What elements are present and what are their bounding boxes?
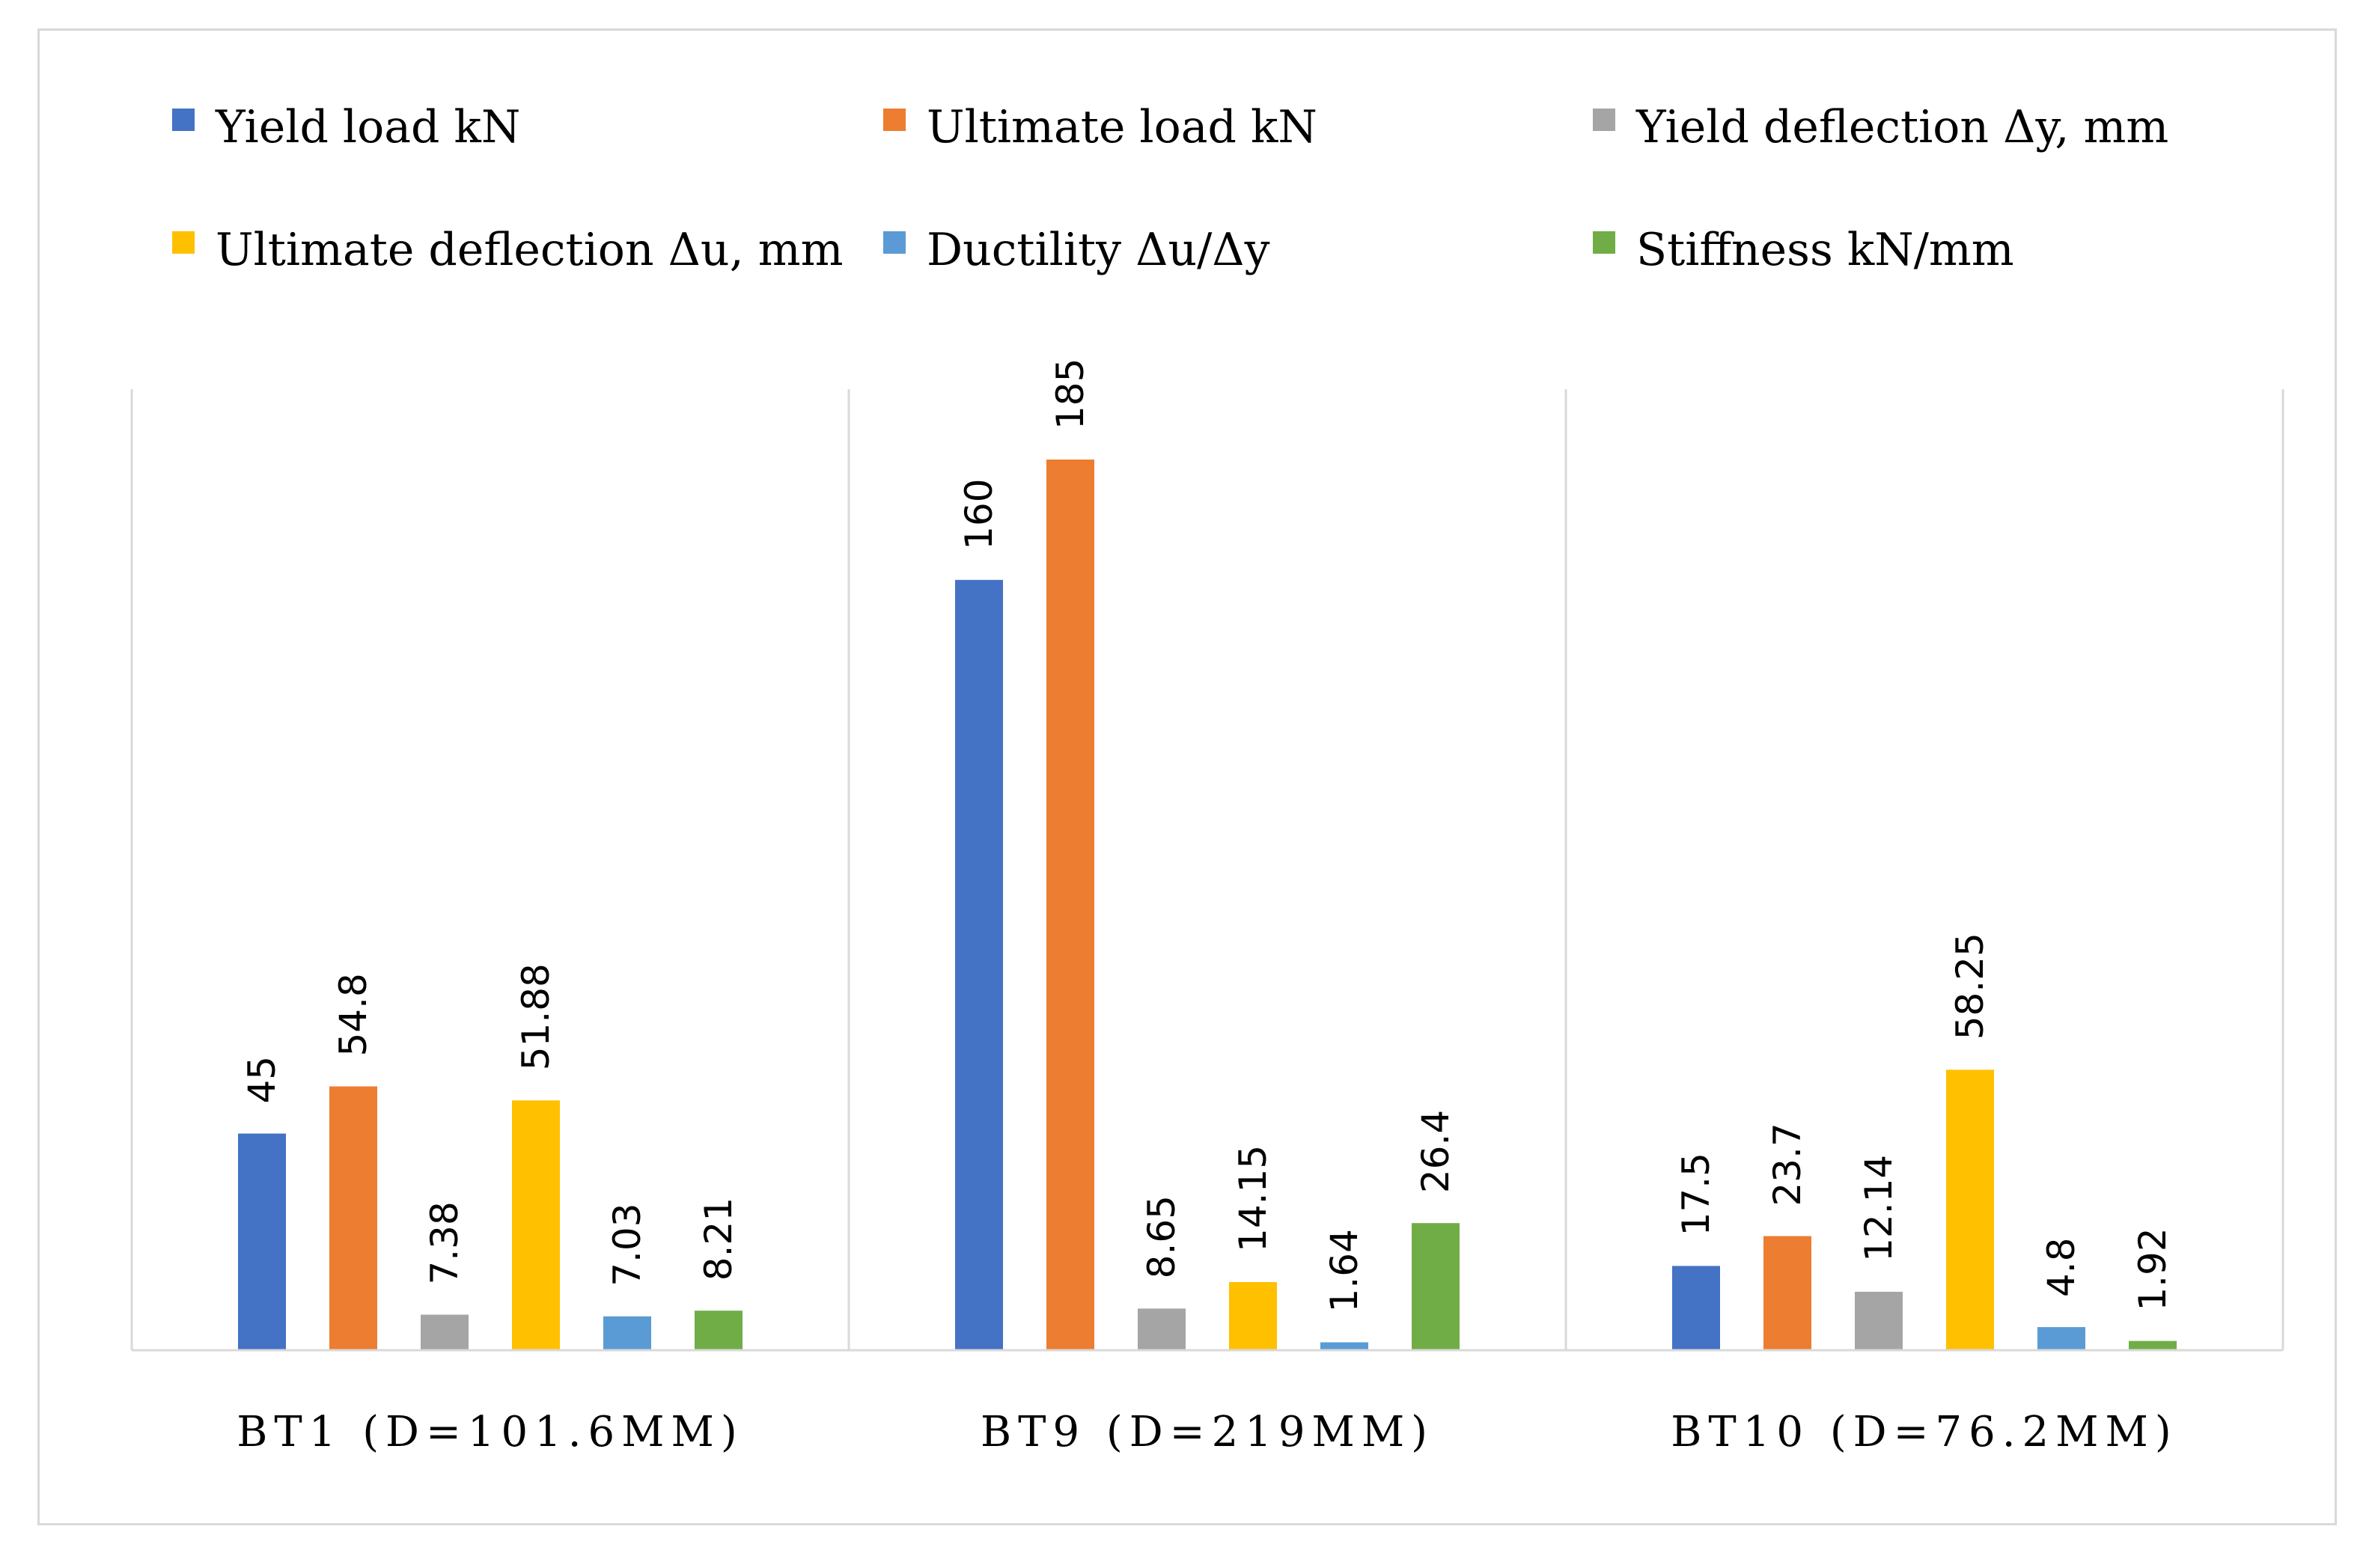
bar-ductility-u-y-bt10-d-76-2mm[interactable]: [2037, 1327, 2085, 1350]
data-label: 26.4: [1414, 1110, 1457, 1193]
data-label: 185: [1049, 359, 1092, 430]
legend-swatch: [172, 109, 195, 131]
legend-swatch: [1593, 109, 1615, 131]
bar-ultimate-deflection-u-mm-bt9-d-219mm[interactable]: [1229, 1281, 1277, 1350]
data-label: 4.8: [2040, 1238, 2083, 1298]
data-label: 1.64: [1323, 1229, 1366, 1312]
bars: [238, 460, 2177, 1350]
legend-swatch: [883, 231, 906, 254]
category-label-bt9-d-219mm: BT9 (D=219MM): [981, 1408, 1434, 1456]
bar-yield-deflection-y-mm-bt1-d-101-6mm[interactable]: [421, 1314, 469, 1350]
legend-item-ultimate-load-kn[interactable]: Ultimate load kN: [883, 101, 1317, 153]
data-label: 12.14: [1857, 1155, 1900, 1262]
category-label-bt10-d-76-2mm: BT10 (D=76.2MM): [1671, 1408, 2177, 1456]
data-label: 17.5: [1674, 1153, 1718, 1236]
legend-item-ductility-u-y[interactable]: Ductility Δu/Δy: [883, 224, 1270, 276]
legend-swatch: [883, 109, 906, 131]
bar-yield-deflection-y-mm-bt9-d-219mm[interactable]: [1138, 1308, 1186, 1350]
data-label: 14.15: [1231, 1145, 1275, 1252]
legend-item-yield-deflection-y-mm[interactable]: Yield deflection Δy, mm: [1593, 101, 2168, 153]
bar-ductility-u-y-bt1-d-101-6mm[interactable]: [603, 1316, 651, 1350]
legend-swatch: [172, 231, 195, 254]
bar-ultimate-load-kn-bt1-d-101-6mm[interactable]: [329, 1086, 377, 1350]
bar-stiffness-kn-mm-bt1-d-101-6mm[interactable]: [695, 1311, 743, 1350]
bar-yield-load-kn-bt1-d-101-6mm[interactable]: [238, 1133, 286, 1350]
data-label: 58.25: [1948, 933, 1992, 1040]
data-label: 23.7: [1766, 1123, 1809, 1206]
legend-label: Ultimate deflection Δu, mm: [216, 224, 844, 276]
data-label: 51.88: [514, 963, 558, 1070]
bar-yield-load-kn-bt9-d-219mm[interactable]: [955, 579, 1003, 1350]
category-separators: [130, 389, 2284, 1350]
x-axis: BT1 (D=101.6MM) BT9 (D=219MM) BT10 (D=76.2…: [132, 1349, 2283, 1456]
legend-item-stiffness-kn-mm[interactable]: Stiffness kN/mm: [1593, 224, 2014, 276]
bar-ultimate-deflection-u-mm-bt1-d-101-6mm[interactable]: [512, 1100, 560, 1350]
bar-ultimate-load-kn-bt10-d-76-2mm[interactable]: [1763, 1236, 1811, 1350]
legend-label: Yield load kN: [215, 101, 520, 153]
data-label: 8.65: [1140, 1195, 1183, 1278]
category-label-bt1-d-101-6mm: BT1 (D=101.6MM): [237, 1408, 743, 1456]
value-labels: 45 54.8 7.38 51.88 7.03 8.21 160 185 8.65 14.15 1.…: [240, 359, 2174, 1313]
legend: Yield load kN Ultimate load kN Yield defle…: [172, 101, 2168, 276]
bar-ultimate-load-kn-bt9-d-219mm[interactable]: [1046, 460, 1094, 1350]
legend-item-yield-load-kn[interactable]: Yield load kN: [172, 101, 520, 153]
legend-label: Ultimate load kN: [927, 101, 1317, 153]
legend-label: Ductility Δu/Δy: [927, 224, 1270, 276]
data-label: 7.38: [423, 1201, 466, 1284]
bar-ductility-u-y-bt9-d-219mm[interactable]: [1320, 1342, 1368, 1350]
legend-label: Stiffness kN/mm: [1636, 224, 2014, 276]
bar-stiffness-kn-mm-bt9-d-219mm[interactable]: [1412, 1223, 1460, 1350]
legend-item-ultimate-deflection-u-mm[interactable]: Ultimate deflection Δu, mm: [172, 224, 844, 276]
data-label: 45: [240, 1056, 284, 1104]
legend-swatch: [1593, 231, 1615, 254]
data-label: 7.03: [606, 1203, 649, 1286]
data-label: 160: [957, 478, 1001, 549]
data-label: 8.21: [697, 1198, 740, 1281]
bar-ultimate-deflection-u-mm-bt10-d-76-2mm[interactable]: [1946, 1070, 1994, 1350]
legend-label: Yield deflection Δy, mm: [1635, 101, 2168, 153]
data-label: 54.8: [332, 973, 375, 1056]
bar-yield-deflection-y-mm-bt10-d-76-2mm[interactable]: [1855, 1291, 1903, 1350]
data-label: 1.92: [2131, 1227, 2174, 1311]
bar-stiffness-kn-mm-bt10-d-76-2mm[interactable]: [2129, 1340, 2177, 1350]
bar-yield-load-kn-bt10-d-76-2mm[interactable]: [1672, 1266, 1720, 1350]
